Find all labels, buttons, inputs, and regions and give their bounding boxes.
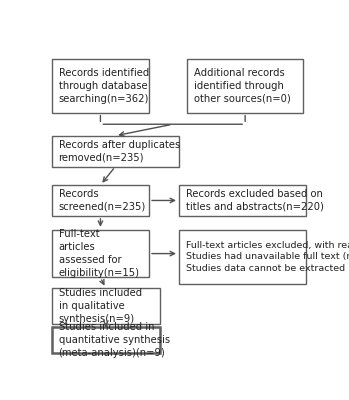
FancyBboxPatch shape xyxy=(52,327,160,353)
Text: Studies included
in qualitative
synthesis(n=9): Studies included in qualitative synthesi… xyxy=(59,288,142,324)
FancyBboxPatch shape xyxy=(52,185,149,216)
FancyBboxPatch shape xyxy=(52,136,179,166)
FancyBboxPatch shape xyxy=(52,230,149,278)
Text: Studies included in
quantitative synthesis
(meta-analysis)(n=9): Studies included in quantitative synthes… xyxy=(59,322,170,358)
FancyBboxPatch shape xyxy=(179,185,306,216)
Text: Records excluded based on
titles and abstracts(n=220): Records excluded based on titles and abs… xyxy=(186,189,324,212)
Text: Full-text articles excluded, with reasons(n=6);
Studies had unavailable full tex: Full-text articles excluded, with reason… xyxy=(186,241,349,273)
Text: Records after duplicates
removed(n=235): Records after duplicates removed(n=235) xyxy=(59,140,180,162)
FancyBboxPatch shape xyxy=(52,288,160,324)
FancyBboxPatch shape xyxy=(52,59,149,113)
Text: Full-text
articles
assessed for
eligibility(n=15): Full-text articles assessed for eligibil… xyxy=(59,229,140,278)
FancyBboxPatch shape xyxy=(187,59,303,113)
Text: Records
screened(n=235): Records screened(n=235) xyxy=(59,189,146,212)
Text: Additional records
identified through
other sources(n=0): Additional records identified through ot… xyxy=(194,68,290,104)
Text: Records identified
through database
searching(n=362): Records identified through database sear… xyxy=(59,68,149,104)
FancyBboxPatch shape xyxy=(179,230,306,284)
